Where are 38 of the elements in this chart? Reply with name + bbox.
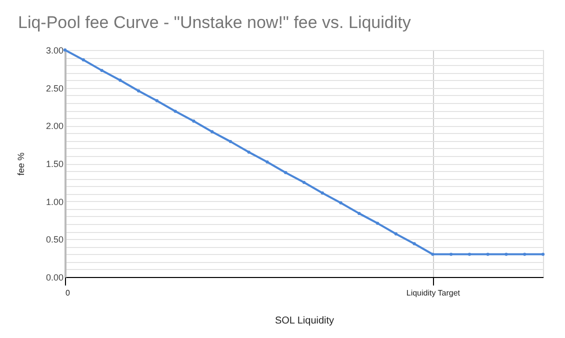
y-tick-label: 0.50 [46,234,64,245]
point [228,140,232,144]
point [523,252,526,256]
x-tick-label: 0 [66,288,70,298]
point [376,222,380,225]
x-tick-label: Liquidity Target [406,288,461,298]
y-tick-label: 2.50 [46,83,64,94]
y-axis-title: fee % [16,152,26,176]
point [302,180,306,184]
point [431,252,434,256]
point [266,160,269,164]
x-axis-title: SOL Liquidity [274,316,334,326]
y-tick-label: 2.00 [46,121,64,132]
point [394,232,398,236]
point [118,78,122,82]
y-tick-label: 3.00 [46,46,64,56]
point [247,150,250,154]
point [541,252,545,256]
point [174,110,177,113]
point [155,99,159,102]
point [412,242,416,246]
point [504,252,508,256]
point [449,252,453,256]
point [192,120,196,123]
point [486,252,490,256]
point [358,212,361,216]
point [284,171,288,174]
point [320,191,324,195]
y-tick-label: 1.00 [46,196,64,207]
point [136,89,140,92]
y-tick-label: 0.00 [46,272,64,282]
point [339,201,342,204]
y-tick-label: 1.50 [46,159,64,169]
chart-title: Liq-Pool fee Curve - "Unstake now!" fee vs. Liquidity [18,13,412,32]
point [210,130,214,134]
point [82,58,85,62]
point [100,68,104,72]
point [468,252,472,256]
